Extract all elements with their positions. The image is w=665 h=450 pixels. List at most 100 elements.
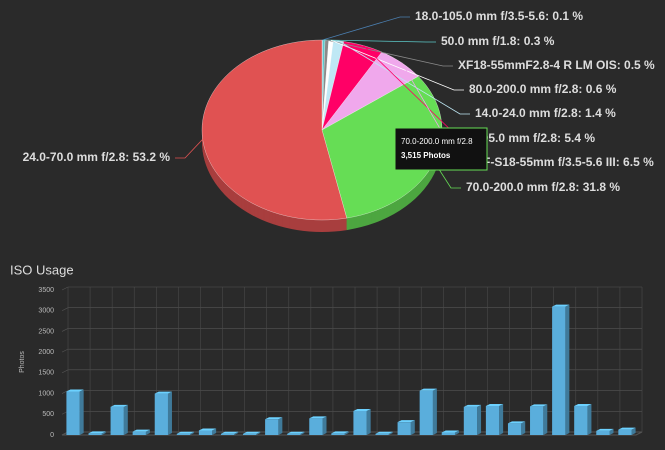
bar-top: [419, 388, 437, 391]
bar-top: [198, 428, 217, 431]
pie-chart: 18.0-105.0 mm f/3.5-5.6: 0.1 % 50.0 mm f/…: [23, 9, 655, 232]
bar-top: [243, 431, 261, 434]
leader-line: [322, 16, 410, 41]
bar-side: [565, 304, 570, 435]
bar-top: [552, 304, 570, 307]
bar-top: [353, 408, 371, 411]
bar: [132, 431, 146, 435]
bar: [243, 433, 257, 435]
bar: [198, 430, 213, 435]
bar: [309, 418, 323, 435]
bar-side: [167, 391, 172, 435]
bar-side: [344, 431, 349, 435]
bar-top: [596, 428, 614, 431]
bar-top: [220, 431, 239, 434]
slice-label: 80.0-200.0 mm f/2.8: 0.6 %: [469, 82, 617, 96]
bar-side: [145, 429, 150, 435]
bar-side: [212, 428, 217, 435]
y-axis-label: Photos: [19, 351, 26, 373]
slice-label: 70.0-200.0 mm f/2.8: 31.8 %: [466, 180, 620, 194]
bar-chart: 0 500 1000 1500 2000 2500 3000 3500: [38, 286, 643, 439]
slice-label: 24.0-70.0 mm f/2.8: 53.2 %: [23, 150, 171, 164]
bar-top: [154, 391, 172, 394]
bar: [596, 430, 610, 435]
bar: [618, 429, 632, 435]
bar-side: [278, 417, 283, 435]
slice-label: EF-S18-55mm f/3.5-5.6 III: 6.5 %: [475, 155, 654, 169]
bar-side: [79, 389, 84, 435]
bar-top: [265, 417, 283, 420]
bar-top: [441, 430, 459, 433]
bar-top: [375, 431, 393, 434]
bar: [530, 406, 544, 435]
bar-side: [543, 404, 548, 435]
bar: [419, 390, 433, 435]
bar: [265, 419, 279, 435]
y-tick-label: 1500: [38, 370, 54, 377]
y-tick-label: 3000: [38, 308, 54, 315]
bar: [353, 410, 367, 435]
bar-top: [530, 404, 548, 407]
slice-label: 105.0 mm f/2.8: 5.4 %: [475, 131, 595, 145]
bar-side: [256, 431, 261, 435]
y-tick-label: 3500: [38, 287, 54, 294]
bar-top: [287, 431, 305, 434]
bar: [66, 391, 80, 435]
bar: [110, 406, 124, 435]
bar-side: [234, 431, 239, 435]
bar-side: [366, 408, 371, 435]
bar-side: [609, 428, 614, 435]
bar-top: [309, 416, 327, 419]
bar-top: [110, 404, 128, 407]
bar-side: [410, 420, 415, 435]
leader-line: [326, 39, 453, 67]
tooltip-text: 3,515 Photos: [401, 151, 451, 160]
bar-top: [618, 427, 636, 430]
bar-side: [123, 404, 128, 435]
bar-side: [454, 430, 459, 435]
bar-side: [477, 404, 482, 435]
bar: [176, 433, 191, 435]
bar-top: [66, 389, 84, 392]
bar-side: [499, 404, 504, 435]
y-tick-label: 2000: [38, 349, 54, 356]
slice: [201, 39, 347, 221]
slice-label: 14.0-24.0 mm f/2.8: 1.4 %: [475, 106, 616, 120]
bar: [485, 406, 500, 435]
y-tick-label: 0: [50, 432, 54, 439]
bar: [574, 406, 588, 435]
slice-label: 50.0 mm f/1.8: 0.3 %: [441, 34, 555, 48]
bar: [552, 306, 566, 435]
bar: [220, 433, 235, 435]
bar-top: [397, 420, 415, 423]
bar-side: [101, 431, 106, 435]
bar: [441, 432, 455, 435]
bar-side: [300, 431, 305, 435]
y-tick-label: 2500: [38, 328, 54, 335]
bar: [331, 433, 345, 435]
leader-line: [338, 40, 470, 115]
bar: [88, 433, 102, 435]
bar-top: [331, 431, 349, 434]
slice-label: 18.0-105.0 mm f/3.5-5.6: 0.1 %: [415, 9, 583, 23]
bar-side: [587, 404, 592, 435]
leader-line: [175, 139, 203, 159]
bar-side: [521, 421, 526, 435]
y-tick-label: 1000: [38, 390, 54, 397]
bar-top: [88, 431, 106, 434]
bar-side: [322, 416, 327, 435]
tooltip-title: 70.0-200.0 mm f/2.8: [401, 137, 473, 146]
bar-top: [176, 431, 195, 434]
bar-top: [463, 404, 482, 407]
bar-side: [631, 427, 636, 435]
bar-top: [507, 421, 526, 424]
bar: [154, 393, 168, 435]
bar: [287, 433, 301, 435]
bar: [375, 433, 389, 435]
bar-top: [132, 429, 150, 432]
bar-top: [574, 404, 592, 406]
chart-title: ISO Usage: [10, 262, 74, 277]
leader-line: [433, 161, 461, 189]
bar: [507, 423, 522, 435]
